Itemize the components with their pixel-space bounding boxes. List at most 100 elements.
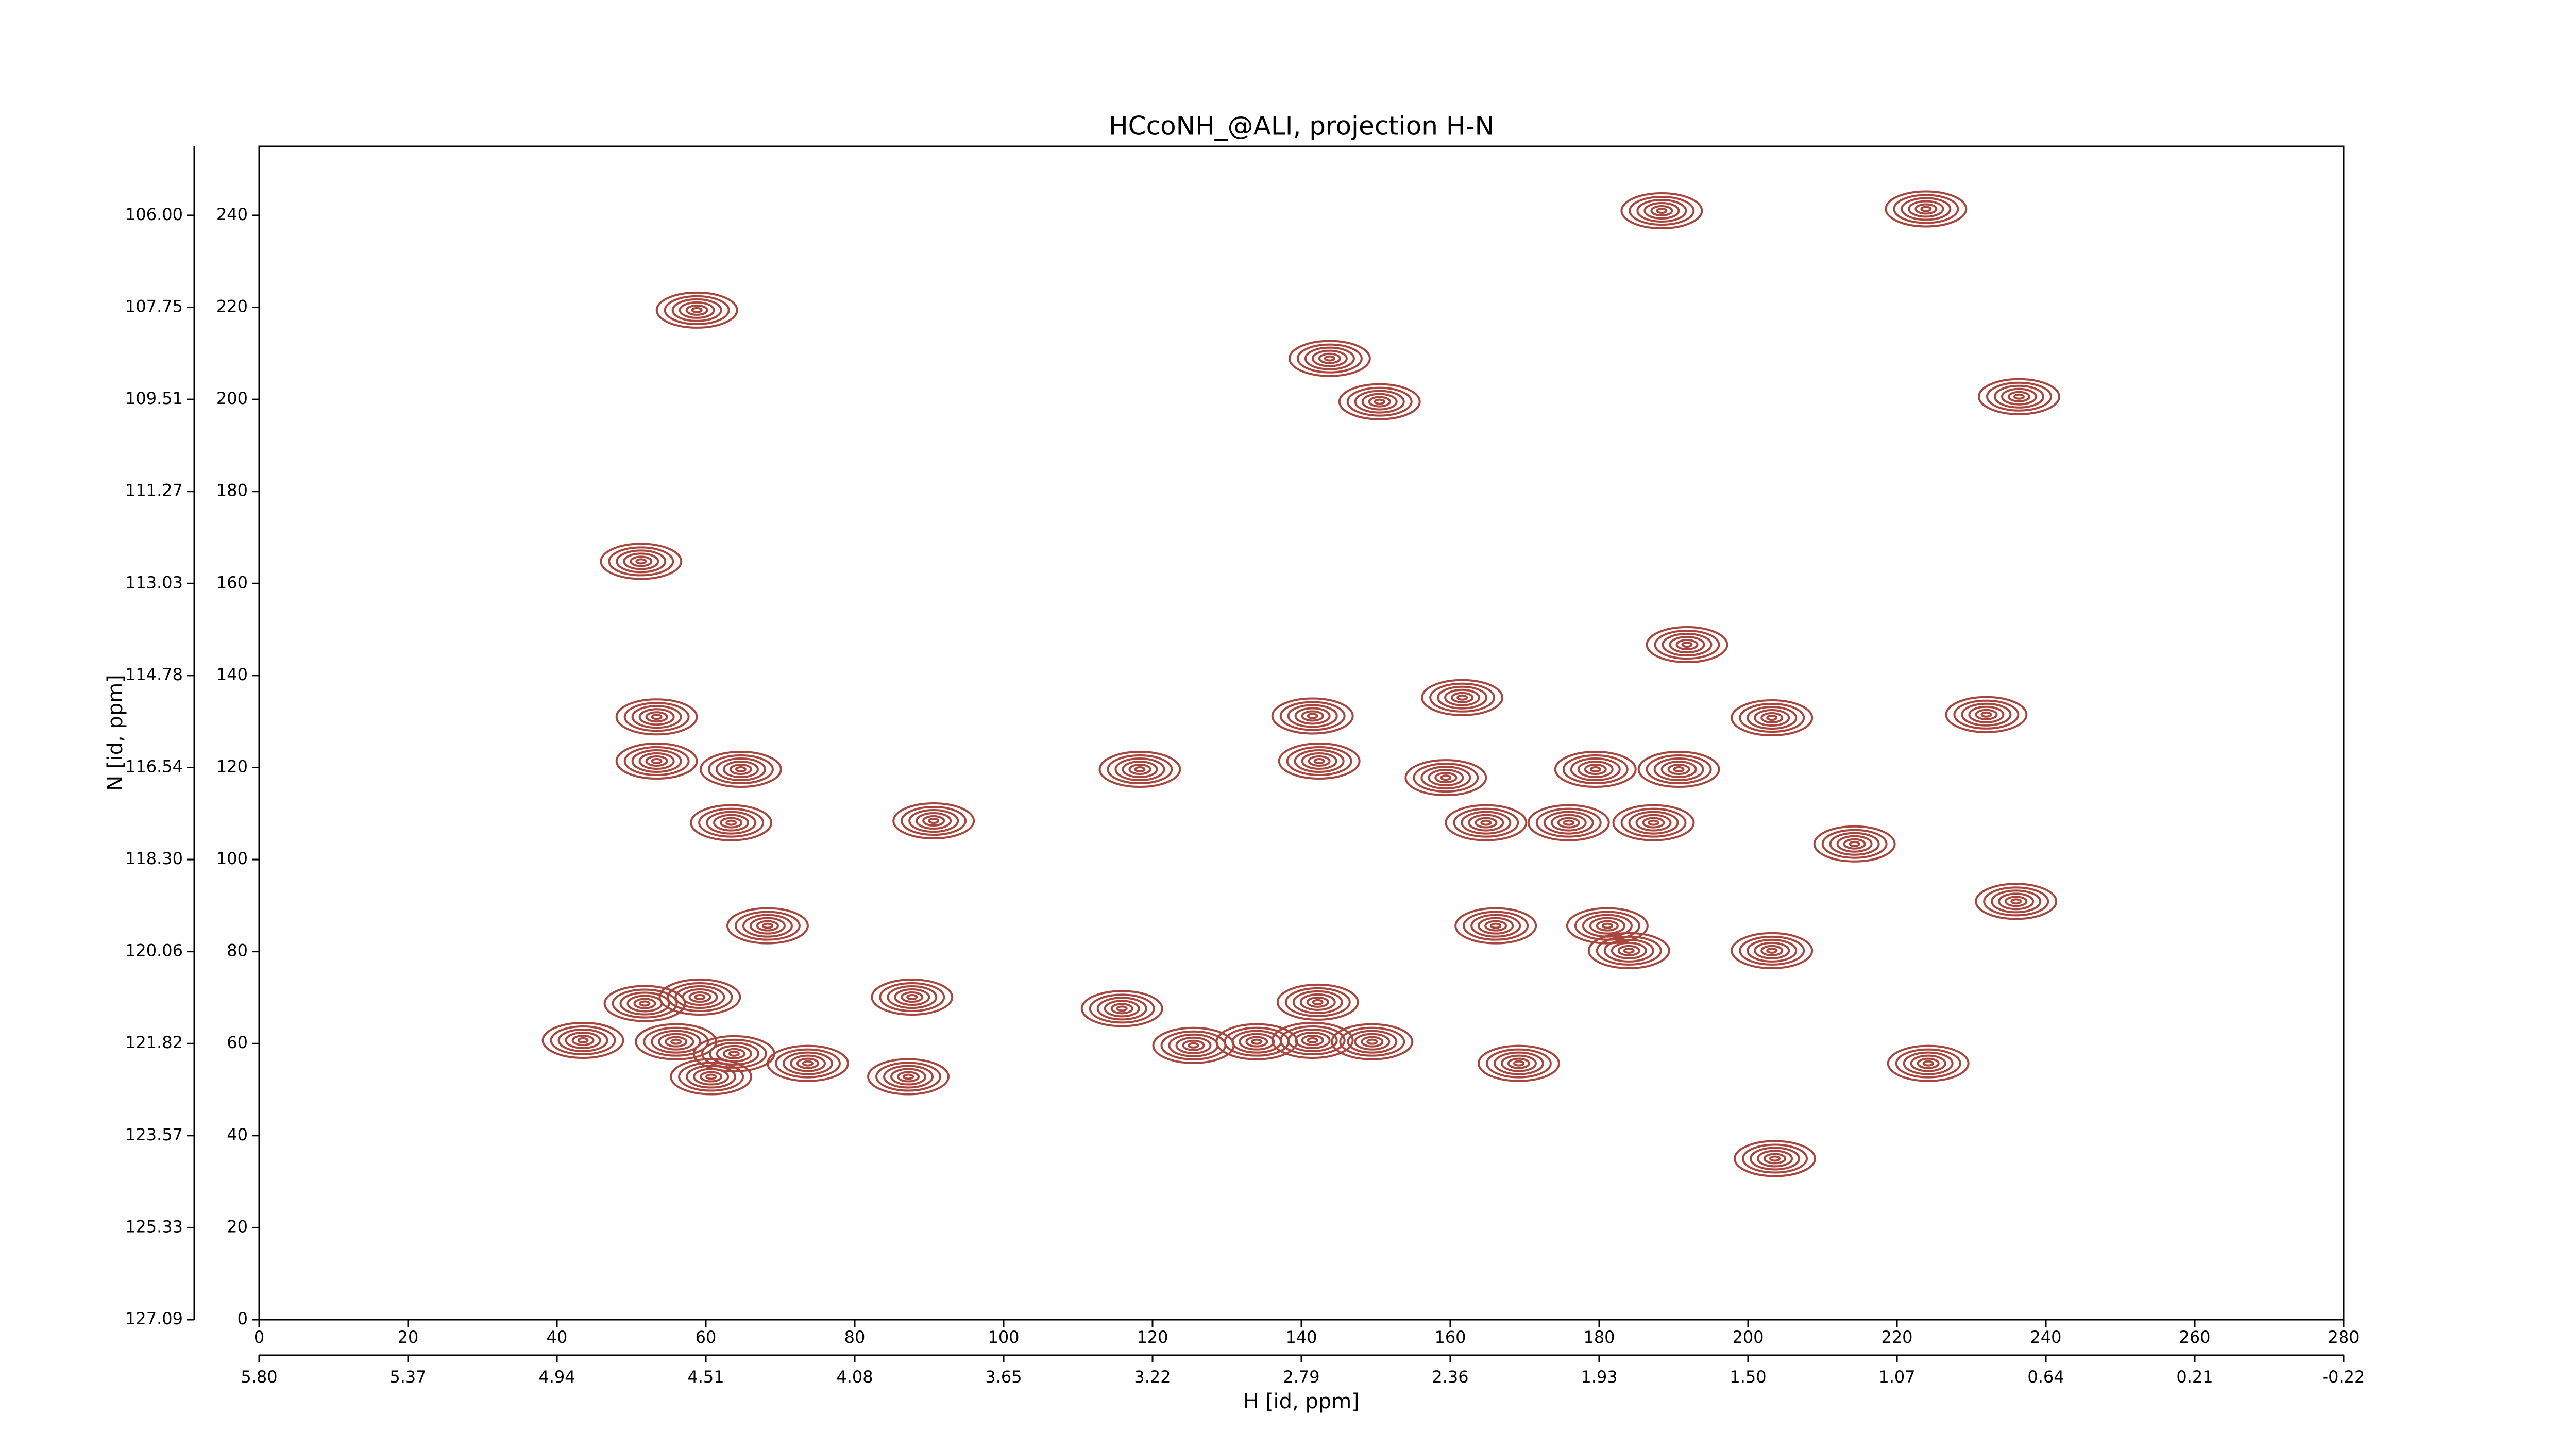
contour-ring (623, 552, 659, 570)
contour-ring (603, 985, 686, 1022)
contour-ring (1747, 706, 1798, 730)
contour-ring (645, 755, 668, 767)
contour-ring (670, 1038, 682, 1045)
contour-ring (651, 1030, 702, 1054)
contour-ring (679, 301, 715, 319)
y2-tick-label: 114.78 (125, 665, 183, 684)
contour-ring (720, 817, 743, 829)
contour-ring (1361, 393, 1398, 411)
contour-ring (1589, 766, 1601, 773)
y2-tick-label: 106.00 (125, 205, 183, 224)
contour-ring (908, 809, 959, 833)
contour-ring (922, 815, 945, 827)
y2-tick-label: 127.09 (125, 1309, 183, 1328)
contour-ring (1543, 811, 1594, 835)
y2-tick-label: 109.51 (125, 389, 183, 408)
contour-ring (729, 764, 752, 776)
y-tick-label: 240 (216, 205, 248, 224)
chart-title: HCcoNH_@ALI, projection H-N (1109, 111, 1494, 141)
contour-ring (1110, 1003, 1133, 1015)
contour-ring (1656, 208, 1668, 214)
contour-ring (1550, 814, 1587, 832)
x-tick-label: 260 (2179, 1327, 2210, 1347)
contour-ring (1821, 829, 1888, 859)
y-tick-label: 0 (238, 1309, 248, 1328)
peak (1527, 804, 1610, 841)
peak (867, 1058, 950, 1096)
contour-ring (1620, 807, 1687, 838)
contour-ring (796, 1057, 819, 1069)
peak (615, 698, 698, 736)
contour-ring (1361, 1036, 1384, 1048)
contour-ring (1413, 763, 1479, 793)
contour-ring (892, 802, 975, 840)
y2-tick-label: 107.75 (125, 297, 183, 316)
contour-ring (690, 804, 773, 841)
contour-ring (2005, 896, 2028, 907)
contour-ring (1513, 1060, 1524, 1067)
contour-ring (1646, 754, 1712, 785)
peak (1612, 804, 1695, 841)
contour-ring (1346, 386, 1413, 417)
peak (1276, 983, 1359, 1021)
contour-ring (701, 1038, 767, 1069)
peak (1977, 378, 2060, 415)
contour-ring (722, 1048, 745, 1059)
contour-ring (1331, 1023, 1414, 1060)
peak (1646, 626, 1728, 664)
contour-ring (1128, 764, 1151, 776)
peak (1945, 696, 2028, 733)
contour-ring (1766, 715, 1778, 721)
contour-ring (928, 818, 940, 824)
contour-ring (674, 985, 725, 1009)
contour-ring (1623, 947, 1635, 954)
contour-ring (626, 995, 663, 1013)
contour-ring (1279, 1025, 1346, 1055)
contour-ring (1116, 1005, 1128, 1012)
x-tick-label: 0 (254, 1327, 264, 1347)
y-tick-label: 200 (216, 389, 248, 408)
peak (1421, 679, 1504, 716)
peak (658, 979, 741, 1016)
contour-ring (1096, 997, 1147, 1021)
contour-ring (1983, 886, 2049, 917)
contour-ring (615, 698, 698, 736)
contour-ring (707, 754, 774, 785)
contour-ring (1601, 922, 1613, 929)
contour-ring (550, 1025, 616, 1055)
y2-tick-label: 120.06 (125, 941, 183, 961)
contour-ring (1468, 814, 1504, 832)
x-tick-label: 200 (1732, 1327, 1764, 1347)
contour-ring (658, 1033, 694, 1051)
contour-ring (1849, 840, 1860, 847)
x2-tick-label: 0.21 (2176, 1367, 2213, 1387)
contour-ring (1299, 993, 1336, 1011)
peak (600, 543, 683, 580)
contour-ring (1306, 996, 1329, 1008)
contour-ring (1420, 766, 1471, 790)
contour-ring (631, 705, 682, 729)
peak (871, 979, 954, 1016)
peak (1887, 1044, 1970, 1082)
contour-ring (1347, 1030, 1398, 1054)
peak (1271, 697, 1354, 735)
contour-ring (1312, 999, 1324, 1005)
contour-ring (694, 994, 706, 1001)
contour-ring (1490, 922, 1502, 929)
contour-ring (1324, 355, 1335, 362)
peak (1331, 1023, 1414, 1060)
contour-ring (658, 979, 741, 1016)
contour-ring (1566, 907, 1649, 945)
contour-ring (897, 1071, 920, 1083)
contour-ring (883, 1065, 934, 1089)
contour-ring (1764, 1153, 1787, 1165)
contour-ring (1475, 817, 1498, 829)
peak (1404, 759, 1487, 797)
contour-ring (1673, 766, 1685, 773)
contour-ring (1843, 838, 1866, 850)
contour-ring (1562, 754, 1629, 785)
x-tick-label: 20 (398, 1327, 419, 1347)
contour-ring (651, 714, 663, 720)
contour-ring (1660, 761, 1697, 779)
x2-tick-label: 4.94 (538, 1367, 575, 1387)
